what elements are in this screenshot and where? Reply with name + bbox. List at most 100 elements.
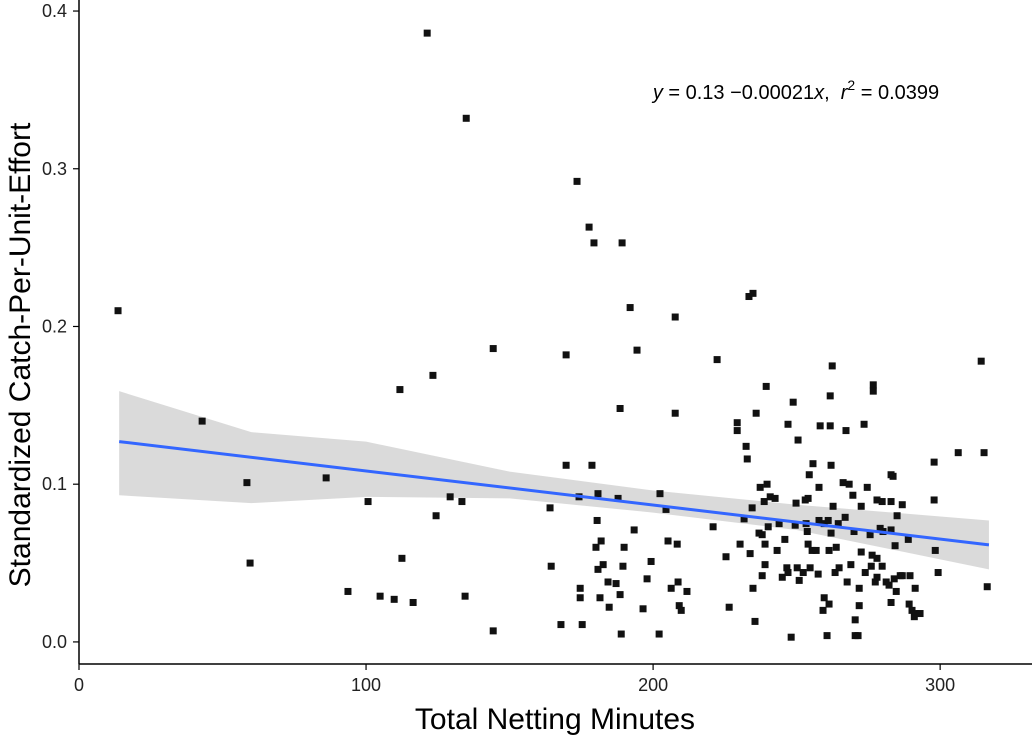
point: [815, 516, 823, 524]
point: [832, 543, 840, 551]
point: [878, 562, 886, 570]
point: [908, 606, 916, 614]
point: [827, 529, 835, 537]
point: [887, 498, 895, 506]
point: [773, 546, 781, 554]
point: [198, 417, 206, 425]
point: [743, 455, 751, 463]
regression-annotation: y = 0.13 −0.00021x, r2 = 0.0399: [651, 77, 939, 104]
annotation-part: y: [651, 82, 664, 104]
point: [824, 516, 832, 524]
point: [784, 569, 792, 577]
point: [740, 515, 748, 523]
point: [596, 594, 604, 602]
point: [906, 572, 914, 580]
point: [656, 490, 664, 498]
point: [458, 498, 466, 506]
point: [827, 461, 835, 469]
point: [733, 419, 741, 427]
point: [795, 576, 803, 584]
point: [604, 578, 612, 586]
point: [931, 546, 939, 554]
y-tick-label: 0.3: [42, 159, 67, 179]
point: [664, 537, 672, 545]
point: [885, 581, 893, 589]
point: [725, 603, 733, 611]
point: [868, 551, 876, 559]
point: [751, 617, 759, 625]
point: [655, 630, 663, 638]
point: [764, 523, 772, 531]
point: [826, 392, 834, 400]
point: [576, 584, 584, 592]
point: [828, 362, 836, 370]
point: [588, 461, 596, 469]
point: [851, 616, 859, 624]
point: [612, 580, 620, 588]
point: [594, 565, 602, 573]
point: [742, 442, 750, 450]
y-tick-label: 0.4: [42, 1, 67, 21]
point: [605, 603, 613, 611]
point: [562, 351, 570, 359]
point: [562, 461, 570, 469]
point: [934, 569, 942, 577]
y-tick-label: 0.0: [42, 632, 67, 652]
point: [805, 471, 813, 479]
point: [869, 381, 877, 389]
point: [398, 554, 406, 562]
point: [667, 584, 675, 592]
point: [423, 29, 431, 37]
point: [592, 543, 600, 551]
point: [771, 494, 779, 502]
point: [904, 535, 912, 543]
point: [843, 578, 851, 586]
point: [745, 293, 753, 301]
point: [409, 598, 417, 606]
point: [825, 546, 833, 554]
point: [733, 427, 741, 435]
point: [620, 543, 628, 551]
point: [794, 436, 802, 444]
point: [761, 540, 769, 548]
point: [590, 239, 598, 247]
point: [557, 621, 565, 629]
annotation-part: x: [813, 82, 825, 104]
point: [905, 600, 913, 608]
point: [893, 512, 901, 520]
point: [630, 526, 638, 534]
point: [585, 223, 593, 231]
point: [736, 540, 744, 548]
point: [639, 605, 647, 613]
point: [643, 575, 651, 583]
point: [376, 592, 384, 600]
point: [916, 610, 924, 618]
point: [791, 521, 799, 529]
point: [429, 371, 437, 379]
point: [806, 564, 814, 572]
point: [826, 422, 834, 430]
point: [763, 480, 771, 488]
point: [599, 561, 607, 569]
point: [873, 554, 881, 562]
point: [616, 591, 624, 599]
point: [849, 491, 857, 499]
point: [873, 496, 881, 504]
point: [597, 537, 605, 545]
point: [390, 595, 398, 603]
point: [662, 505, 670, 513]
point: [322, 474, 330, 482]
point: [854, 632, 862, 640]
point: [831, 569, 839, 577]
point: [547, 562, 555, 570]
point: [758, 531, 766, 539]
y-tick-label: 0.1: [42, 474, 67, 494]
point: [752, 409, 760, 417]
point: [787, 633, 795, 641]
point: [793, 564, 801, 572]
point: [396, 386, 404, 394]
point: [808, 546, 816, 554]
point: [855, 602, 863, 610]
point: [722, 553, 730, 561]
